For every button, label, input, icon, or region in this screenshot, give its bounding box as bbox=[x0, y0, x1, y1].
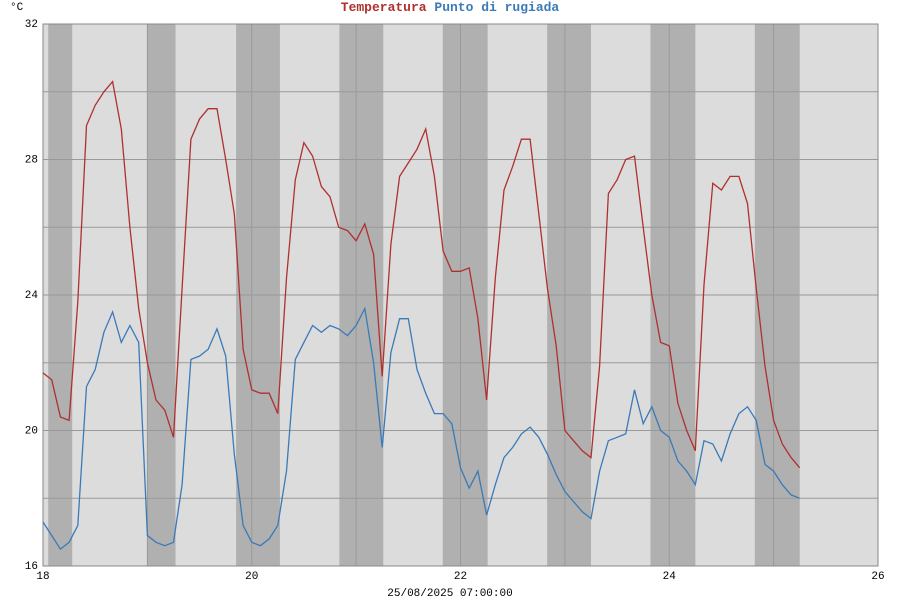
x-axis-label: 25/08/2025 07:00:00 bbox=[387, 588, 512, 600]
y-tick-label: 24 bbox=[25, 290, 39, 302]
series-line bbox=[42, 306, 800, 551]
plot-border bbox=[42, 23, 879, 567]
x-tick-label: 18 bbox=[36, 571, 49, 583]
y-tick-label: 32 bbox=[25, 19, 38, 31]
y-tick-label: 16 bbox=[25, 561, 38, 573]
x-tick-label: 24 bbox=[663, 571, 677, 583]
y-axis-label: °C bbox=[10, 2, 24, 14]
legend-entry: Punto di rugiada bbox=[434, 0, 559, 15]
legend: Temperatura Punto di rugiada bbox=[341, 0, 560, 15]
series-line bbox=[42, 80, 801, 469]
x-tick-label: 20 bbox=[245, 571, 258, 583]
x-tick-label: 22 bbox=[454, 571, 467, 583]
x-tick-label: 26 bbox=[871, 571, 884, 583]
y-tick-label: 28 bbox=[25, 154, 38, 166]
legend-entry: Temperatura bbox=[341, 0, 427, 15]
y-tick-label: 20 bbox=[25, 425, 38, 437]
